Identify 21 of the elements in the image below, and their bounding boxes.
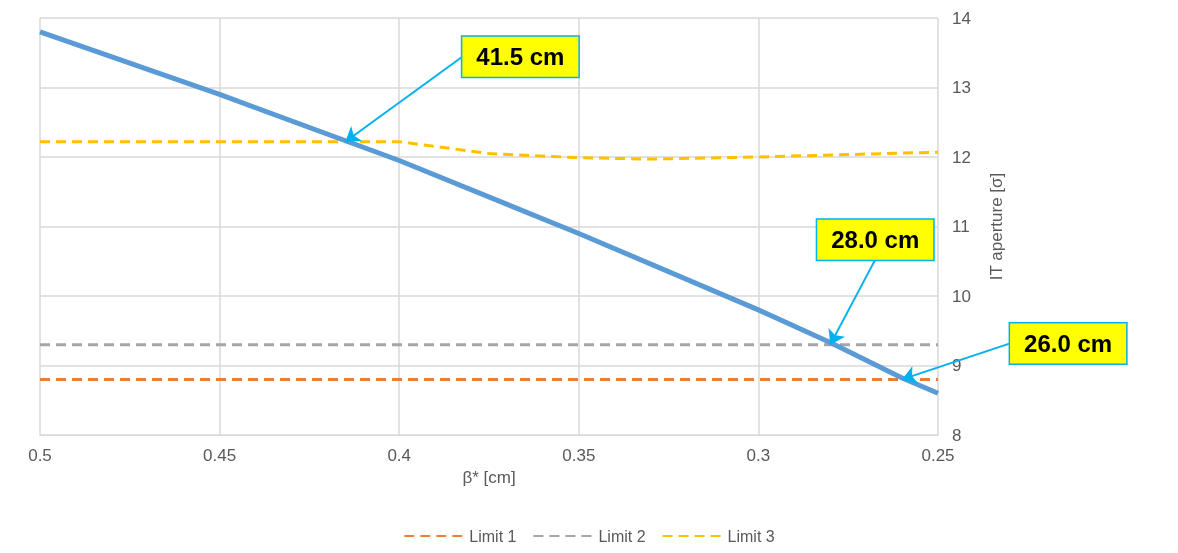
annotation: 28.0 cm xyxy=(831,226,920,254)
x-tick-label: 0.25 xyxy=(921,446,955,465)
annotation: 26.0 cm xyxy=(1024,329,1113,357)
y-tick-label: 10 xyxy=(952,286,971,306)
legend-label: Limit 3 xyxy=(727,527,775,545)
legend-label: Limit 2 xyxy=(598,527,646,545)
annotation: 41.5 cm xyxy=(476,43,565,71)
x-tick-label: 0.35 xyxy=(562,446,596,465)
y-tick-label: 11 xyxy=(952,217,970,236)
y-tick-label: 8 xyxy=(952,425,962,445)
x-tick-label: 0.4 xyxy=(387,446,412,465)
x-axis-title: β* [cm] xyxy=(462,468,516,487)
y-axis-title: IT aperture [σ] xyxy=(987,172,1006,281)
y-tick-label: 13 xyxy=(952,78,971,97)
x-tick-label: 0.5 xyxy=(28,446,52,465)
line-series xyxy=(38,140,940,161)
y-tick-label: 12 xyxy=(952,147,971,167)
x-tick-label: 0.45 xyxy=(203,446,237,465)
x-tick-label: 0.3 xyxy=(746,446,771,465)
legend-label: Limit 1 xyxy=(469,527,517,545)
y-tick-label: 14 xyxy=(952,8,971,28)
